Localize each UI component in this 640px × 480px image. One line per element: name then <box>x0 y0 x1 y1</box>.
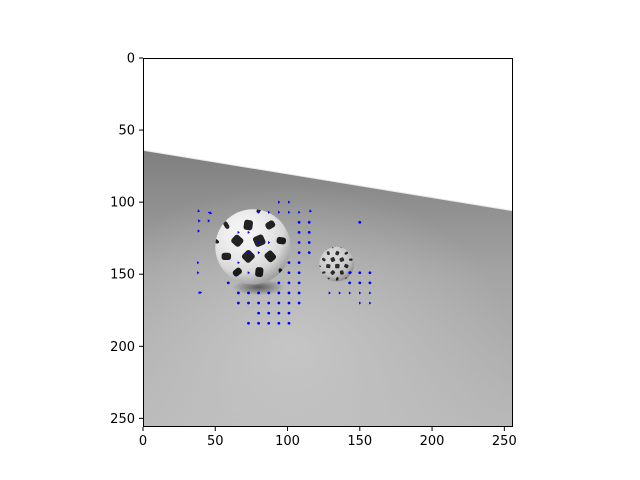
flow-vector <box>287 301 291 305</box>
flow-vector <box>236 291 240 295</box>
flow-vector <box>297 261 301 265</box>
flow-vector <box>236 301 240 305</box>
flow-vector <box>197 261 200 265</box>
flow-vector <box>358 281 362 285</box>
y-tick-label: 250 <box>110 412 135 427</box>
flow-vector <box>297 301 301 305</box>
x-tick-label: 100 <box>275 434 300 449</box>
flow-vector <box>297 251 301 254</box>
flow-vector <box>257 311 261 315</box>
small-checkered-ball <box>319 246 355 282</box>
flow-vector <box>197 219 201 223</box>
x-tick-label: 250 <box>492 434 517 449</box>
flow-vector <box>277 311 281 315</box>
flow-vector <box>267 210 271 214</box>
flow-vector <box>287 291 291 295</box>
y-tick-label: 0 <box>127 52 135 67</box>
y-axis: 0 50 100 150 200 250 <box>110 52 143 427</box>
flow-vector <box>298 210 301 214</box>
flow-vector <box>288 200 291 204</box>
flow-vector <box>369 291 372 295</box>
flow-vector <box>267 301 271 305</box>
flow-vector <box>197 291 203 295</box>
flow-vector <box>277 281 281 285</box>
flow-vector <box>368 281 372 285</box>
x-axis: 0 50 100 150 200 250 <box>139 427 517 449</box>
x-tick-label: 200 <box>420 434 445 449</box>
flow-vector <box>257 210 261 214</box>
flow-vector <box>369 301 372 305</box>
flow-vector <box>348 281 352 285</box>
x-tick-label: 50 <box>207 434 224 449</box>
flow-vector <box>297 291 301 295</box>
flow-vector <box>348 271 352 275</box>
flow-vector <box>197 271 200 275</box>
flow-vector <box>247 321 250 325</box>
plot-frame <box>143 58 513 427</box>
flow-vector <box>287 321 291 325</box>
flow-vector <box>237 261 240 265</box>
flow-vector <box>368 271 372 275</box>
flow-vector <box>307 251 311 254</box>
flow-vector <box>247 301 250 305</box>
flow-vector <box>307 220 311 224</box>
flow-vector <box>197 209 201 213</box>
flow-vector <box>267 321 271 325</box>
flow-vector <box>257 240 261 245</box>
flow-vector <box>257 291 261 295</box>
flow-vector-field <box>197 200 372 325</box>
flow-vector <box>278 200 281 204</box>
flow-vector <box>287 311 291 315</box>
x-tick-label: 0 <box>139 434 147 449</box>
flow-vector <box>257 321 261 325</box>
flow-vector <box>267 311 271 315</box>
y-tick-label: 100 <box>110 196 135 211</box>
flow-vector <box>226 281 230 285</box>
x-tick-label: 150 <box>347 434 372 449</box>
flow-vector <box>197 229 201 233</box>
flow-vector <box>297 220 301 224</box>
flow-vector <box>328 291 331 295</box>
grayscale-scene-image <box>143 58 513 427</box>
flow-vector <box>287 261 291 265</box>
flow-vector <box>278 210 281 214</box>
flow-vector <box>287 281 291 285</box>
flow-vector <box>257 301 261 305</box>
flow-vector <box>359 291 362 295</box>
flow-vector <box>309 209 313 213</box>
flow-vector <box>358 220 362 224</box>
flow-vector <box>348 291 352 295</box>
flow-vector <box>297 231 301 234</box>
flow-vector <box>277 321 281 325</box>
flow-vector <box>207 211 213 215</box>
flow-vector <box>277 301 281 305</box>
flow-vector <box>359 301 362 305</box>
flow-vector <box>297 271 301 275</box>
flow-vector <box>288 210 291 214</box>
flow-vector <box>267 291 271 295</box>
flow-vector <box>247 291 250 295</box>
flow-vector <box>247 250 250 255</box>
flow-vector <box>297 281 301 285</box>
floor-edge-highlight <box>143 149 513 212</box>
flow-vector <box>297 241 301 244</box>
flow-vector <box>307 231 311 234</box>
flow-vector <box>247 271 250 275</box>
flow-vector <box>307 241 311 244</box>
flow-vector <box>338 291 342 295</box>
flow-vector <box>277 291 281 295</box>
flow-vector <box>247 230 250 235</box>
flow-vector <box>237 230 240 235</box>
flow-vector <box>287 271 291 275</box>
y-tick-label: 200 <box>110 340 135 355</box>
flow-vector <box>358 271 362 275</box>
y-tick-label: 150 <box>110 268 135 283</box>
flow-vector <box>207 219 211 223</box>
y-tick-label: 50 <box>118 124 135 139</box>
flow-vector <box>267 240 271 245</box>
flow-vector <box>257 250 261 255</box>
